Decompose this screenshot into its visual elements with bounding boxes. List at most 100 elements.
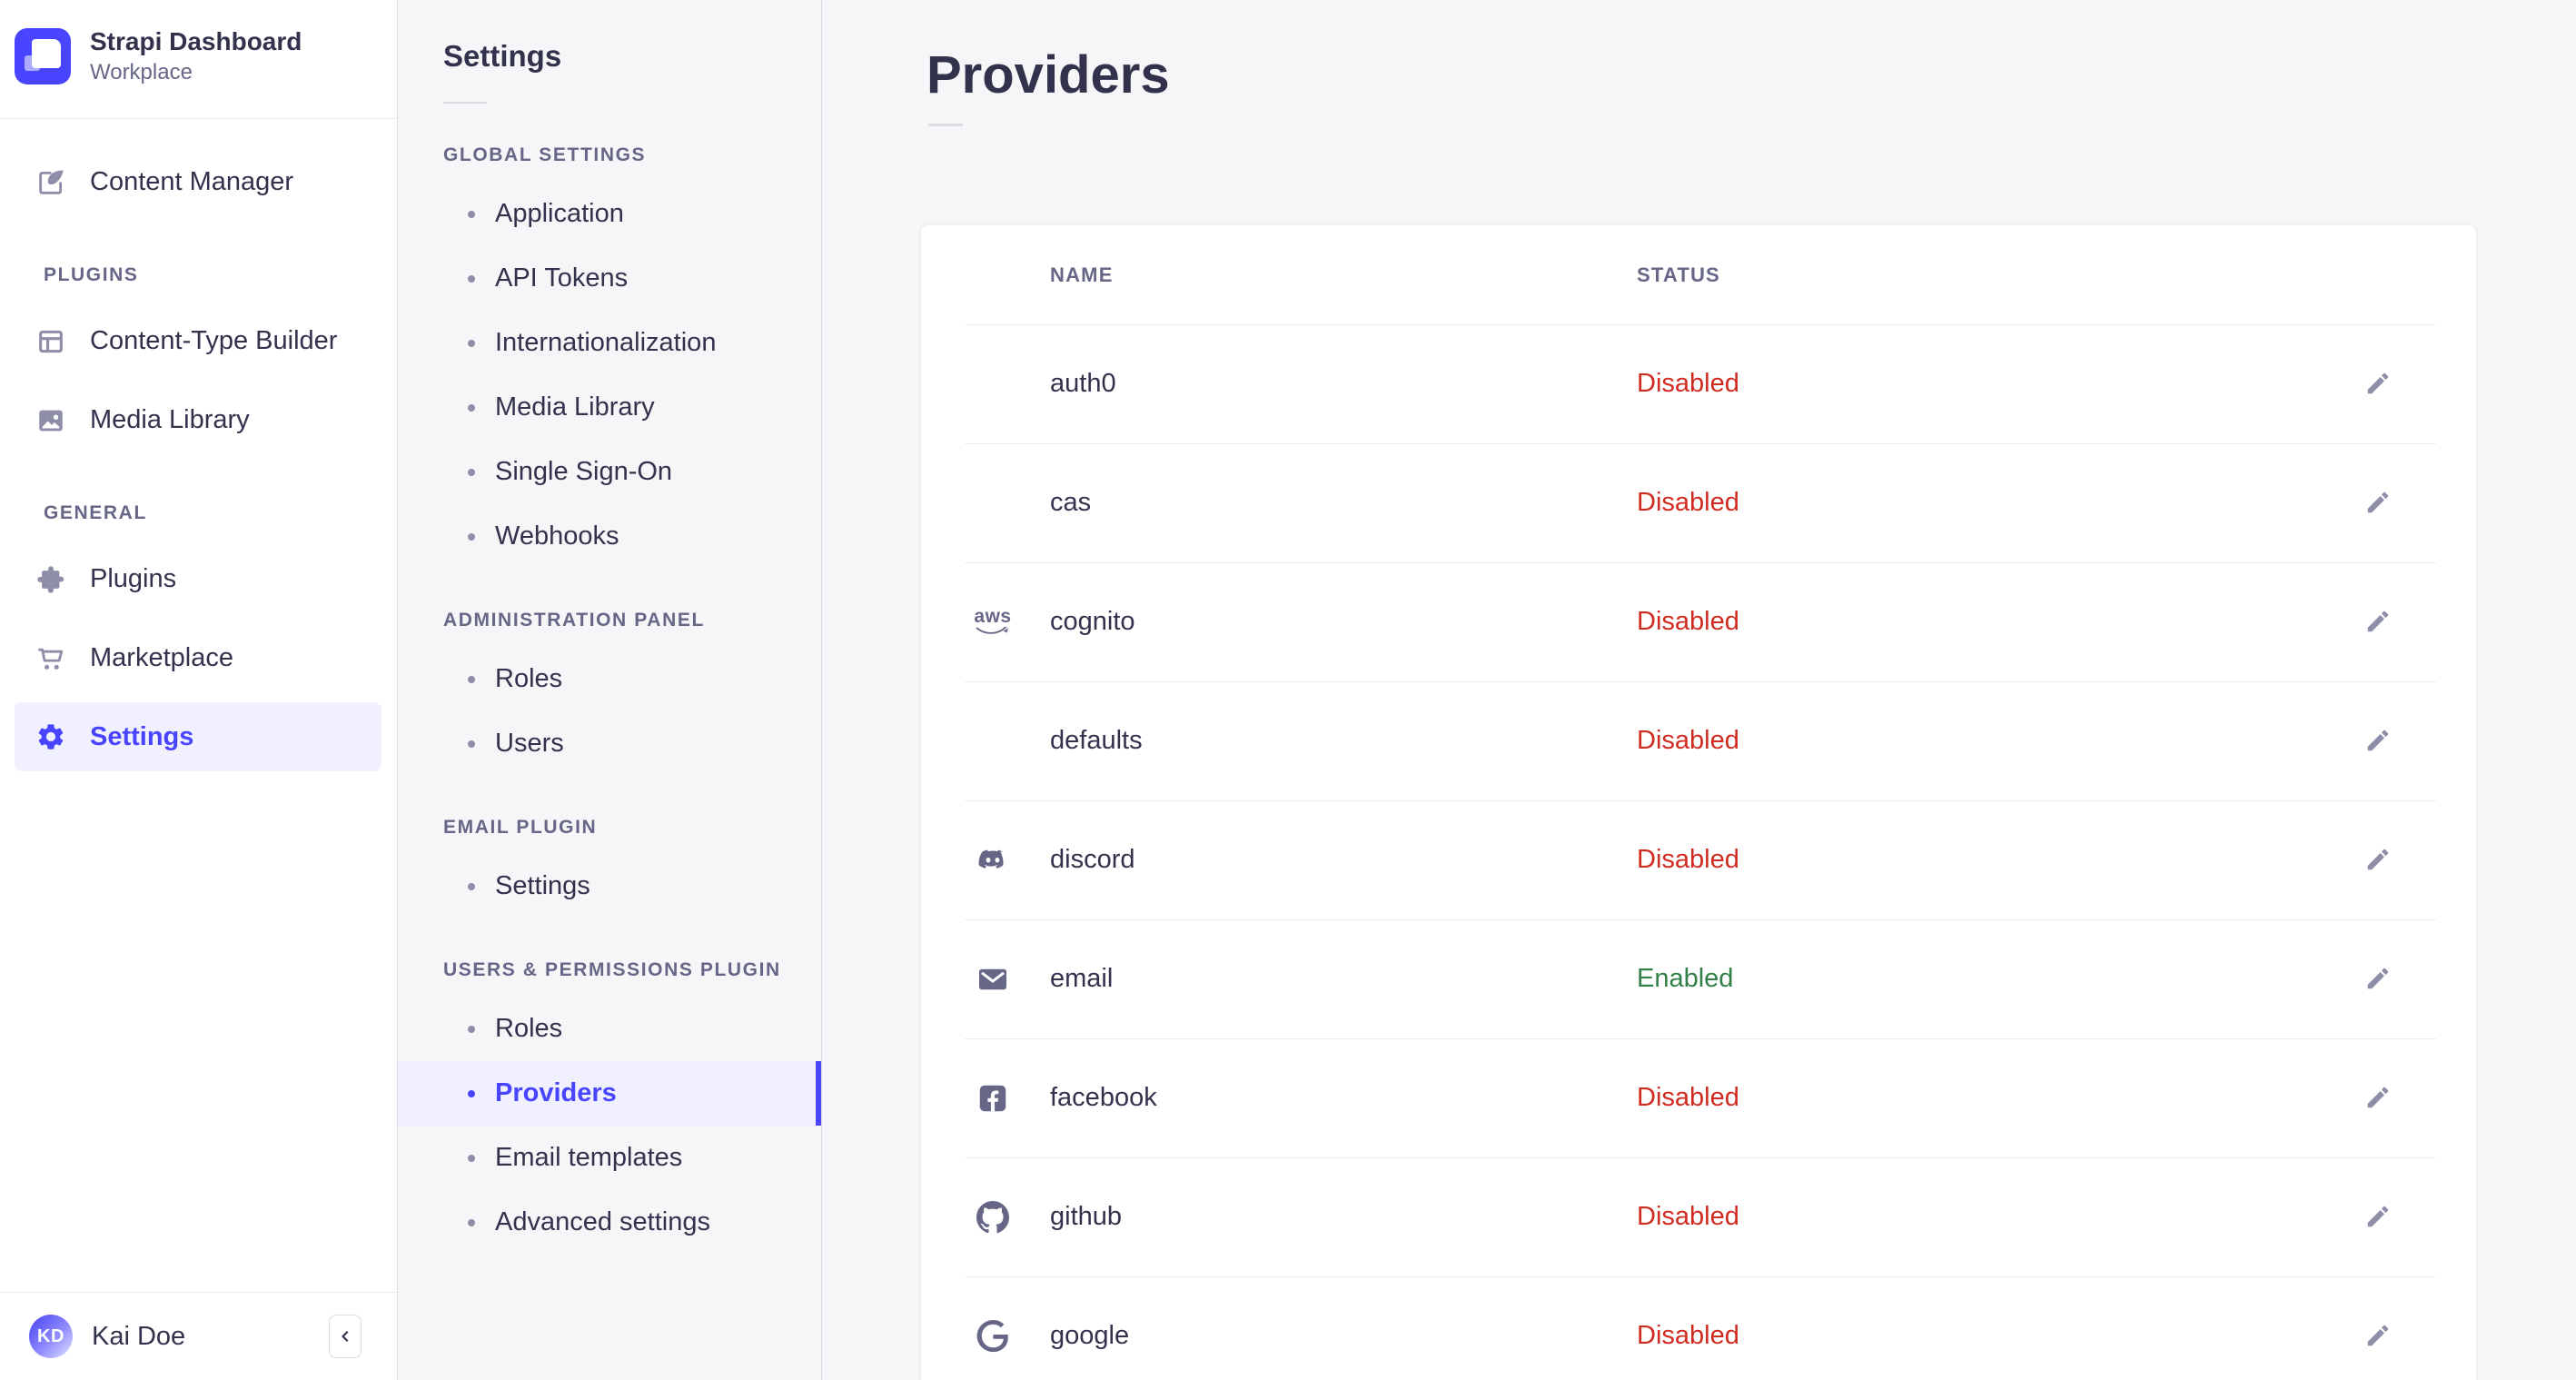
provider-name: cas: [1050, 488, 1092, 517]
envelope-icon: [973, 919, 1013, 1038]
title-divider: [443, 102, 487, 104]
settings-nav-item-settings[interactable]: Settings: [398, 854, 815, 918]
sidebar-section-label: GENERAL: [44, 502, 147, 523]
bullet-icon: [468, 403, 475, 412]
provider-name: cognito: [1050, 607, 1135, 636]
pencil-icon: [2364, 1084, 2392, 1111]
settings-nav-item-application[interactable]: Application: [398, 182, 815, 246]
settings-nav-item-label: Settings: [495, 871, 590, 900]
provider-row-auth0: auth0 Disabled: [921, 324, 2476, 443]
provider-name: auth0: [1050, 369, 1116, 398]
edit-provider-button[interactable]: [2356, 1076, 2400, 1119]
sidebar-item-label: Settings: [90, 721, 194, 751]
app-title: Strapi Dashboard: [90, 27, 302, 55]
settings-nav-item-email-templates[interactable]: Email templates: [398, 1126, 815, 1190]
provider-status: Disabled: [1637, 845, 1739, 874]
edit-provider-button[interactable]: [2356, 1195, 2400, 1238]
provider-row-discord: discord Disabled: [921, 800, 2476, 919]
settings-nav-item-roles[interactable]: Roles: [398, 647, 815, 711]
divider: [0, 118, 397, 119]
sidebar-item-content-type-builder[interactable]: Content-Type Builder: [15, 302, 381, 381]
settings-nav-title: Settings: [443, 39, 562, 73]
providers-table-card: NAME STATUS auth0 Disabled cas Disabled aws c…: [921, 225, 2476, 1380]
brand-text: Strapi Dashboard Workplace: [90, 26, 302, 86]
settings-nav-item-api-tokens[interactable]: API Tokens: [398, 246, 815, 311]
workspace-name: Workplace: [90, 60, 193, 84]
settings-nav-item-webhooks[interactable]: Webhooks: [398, 504, 815, 569]
sidebar-item-marketplace[interactable]: Marketplace: [15, 619, 381, 698]
edit-provider-button[interactable]: [2356, 1314, 2400, 1357]
settings-section-label: EMAIL PLUGIN: [443, 817, 598, 838]
settings-sidebar: Settings GLOBAL SETTINGS Application API T…: [398, 0, 822, 1380]
avatar: KD: [29, 1315, 73, 1358]
provider-status: Disabled: [1637, 726, 1739, 755]
google-icon: [973, 1276, 1013, 1380]
user-row[interactable]: KD Kai Doe: [0, 1292, 397, 1380]
aws-icon: aws: [973, 562, 1013, 681]
main-nav: Content Manager PLUGINS Content-Type Build…: [0, 119, 397, 1380]
provider-row-facebook: facebook Disabled: [921, 1038, 2476, 1157]
facebook-icon: [973, 1038, 1013, 1157]
sidebar-item-settings[interactable]: Settings: [15, 702, 381, 771]
cart-icon: [35, 643, 66, 674]
settings-nav-item-users[interactable]: Users: [398, 711, 815, 776]
main-sidebar: Strapi Dashboard Workplace Content Manag…: [0, 0, 398, 1380]
provider-status: Disabled: [1637, 1321, 1739, 1350]
provider-status: Disabled: [1637, 607, 1739, 636]
sidebar-item-content-manager[interactable]: Content Manager: [15, 143, 381, 222]
sidebar-item-plugins[interactable]: Plugins: [15, 540, 381, 619]
bullet-icon: [468, 339, 475, 347]
settings-nav-sections: GLOBAL SETTINGS Application API Tokens Inte…: [398, 142, 821, 1255]
bullet-icon: [468, 1218, 475, 1226]
gear-icon: [35, 721, 66, 752]
pencil-icon: [2364, 489, 2392, 516]
settings-nav-item-label: Application: [495, 199, 624, 228]
settings-nav-item-label: Roles: [495, 1014, 563, 1043]
edit-provider-button[interactable]: [2356, 362, 2400, 405]
bullet-icon: [468, 740, 475, 748]
settings-section-label: GLOBAL SETTINGS: [443, 144, 647, 165]
edit-provider-button[interactable]: [2356, 600, 2400, 643]
edit-provider-button[interactable]: [2356, 719, 2400, 762]
edit-provider-button[interactable]: [2356, 838, 2400, 881]
bullet-icon: [468, 210, 475, 218]
settings-nav-item-media-library[interactable]: Media Library: [398, 375, 815, 440]
settings-nav-item-single-sign-on[interactable]: Single Sign-On: [398, 440, 815, 504]
settings-section-label: ADMINISTRATION PANEL: [443, 610, 705, 630]
settings-nav-item-roles[interactable]: Roles: [398, 997, 815, 1061]
column-header-name: NAME: [1050, 263, 1114, 286]
bullet-icon: [468, 675, 475, 683]
settings-nav-item-advanced-settings[interactable]: Advanced settings: [398, 1190, 815, 1255]
pencil-icon: [2364, 608, 2392, 635]
column-header-status: STATUS: [1637, 263, 1720, 286]
settings-nav-item-label: Webhooks: [495, 521, 619, 551]
puzzle-icon: [35, 564, 66, 595]
settings-nav-item-label: Internationalization: [495, 328, 717, 357]
bullet-icon: [468, 1025, 475, 1033]
provider-status: Disabled: [1637, 488, 1739, 517]
provider-status: Enabled: [1637, 964, 1734, 993]
settings-nav-item-providers[interactable]: Providers: [398, 1061, 821, 1126]
user-name: Kai Doe: [92, 1321, 186, 1351]
image-icon: [35, 405, 66, 436]
edit-provider-button[interactable]: [2356, 957, 2400, 1000]
chevron-left-icon: [336, 1327, 354, 1345]
sidebar-item-media-library[interactable]: Media Library: [15, 381, 381, 460]
settings-nav-item-label: Roles: [495, 664, 563, 693]
bullet-icon: [468, 882, 475, 890]
settings-nav-item-internationalization[interactable]: Internationalization: [398, 311, 815, 375]
pencil-icon: [2364, 727, 2392, 754]
settings-nav-item-label: Users: [495, 729, 564, 758]
sidebar-item-label: Marketplace: [90, 643, 233, 672]
provider-row-cognito: aws cognito Disabled: [921, 562, 2476, 681]
edit-provider-button[interactable]: [2356, 481, 2400, 524]
bullet-icon: [468, 468, 475, 476]
sidebar-item-label: Content-Type Builder: [90, 326, 338, 355]
page-title: Providers: [926, 45, 1170, 104]
pencil-icon: [2364, 846, 2392, 873]
strapi-logo-icon: [15, 28, 71, 84]
collapse-sidebar-button[interactable]: [329, 1315, 362, 1358]
table-header: NAME STATUS: [921, 225, 2476, 324]
discord-icon: [973, 800, 1013, 919]
